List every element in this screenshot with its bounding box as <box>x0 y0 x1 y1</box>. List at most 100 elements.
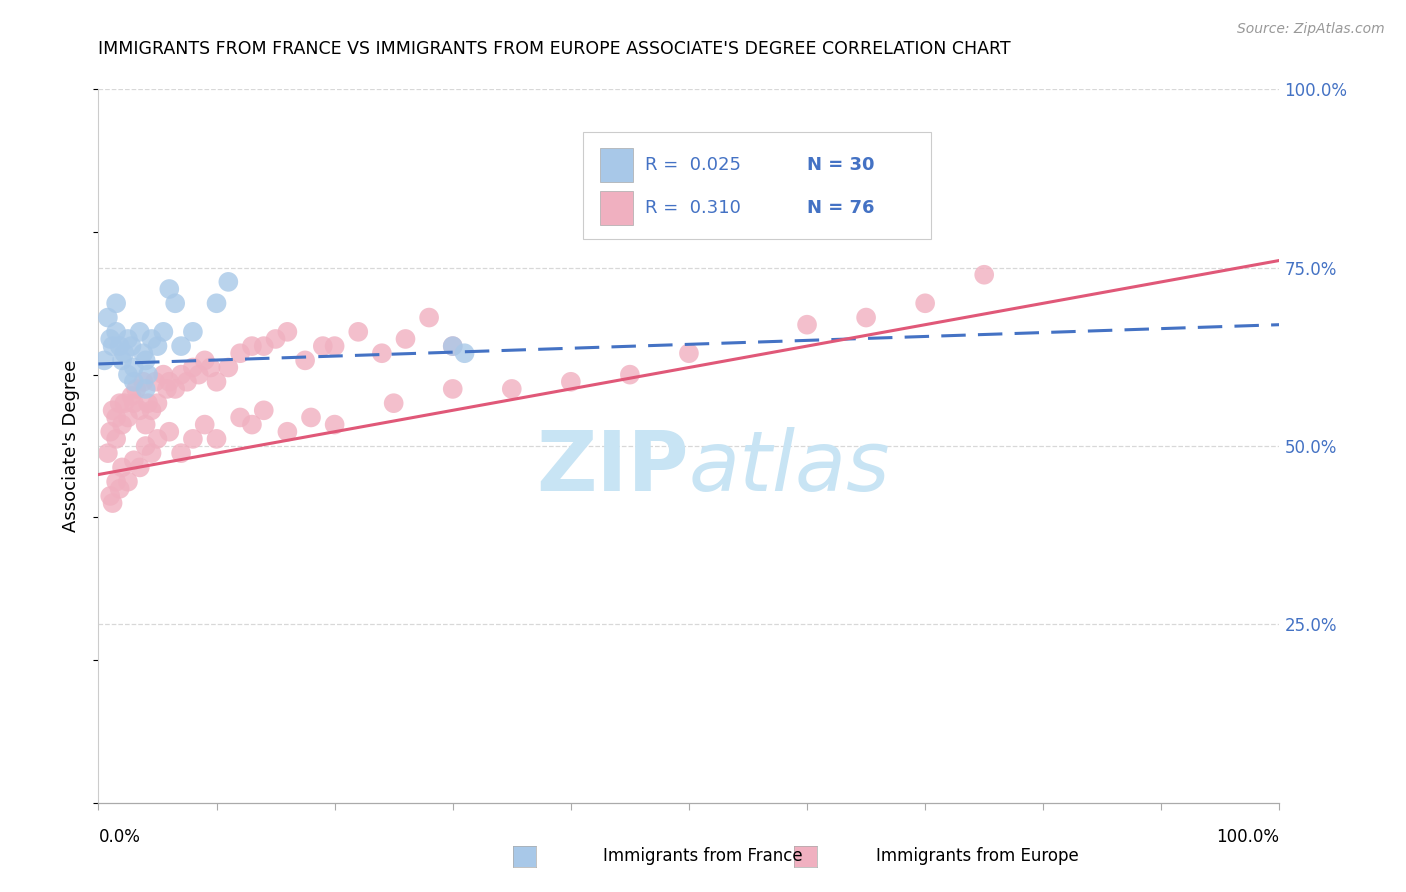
Point <box>146 339 169 353</box>
Point <box>141 446 163 460</box>
Point <box>146 432 169 446</box>
Point <box>117 475 139 489</box>
Point <box>205 296 228 310</box>
Point <box>229 346 252 360</box>
Point <box>128 403 150 417</box>
Point <box>441 339 464 353</box>
Point <box>136 368 159 382</box>
Point <box>240 339 263 353</box>
Point <box>105 475 128 489</box>
Point <box>122 360 145 375</box>
Point <box>560 375 582 389</box>
Point <box>347 325 370 339</box>
Point <box>97 446 120 460</box>
Point <box>128 460 150 475</box>
Point <box>141 403 163 417</box>
Point <box>128 325 150 339</box>
Point <box>97 310 120 325</box>
Point <box>152 325 174 339</box>
Point <box>156 382 179 396</box>
Point <box>112 396 135 410</box>
Bar <box>600 191 634 225</box>
Point <box>294 353 316 368</box>
Point <box>796 318 818 332</box>
Point <box>98 332 121 346</box>
Point <box>914 296 936 310</box>
Point <box>240 417 263 432</box>
Point <box>205 375 228 389</box>
Point <box>205 432 228 446</box>
Point <box>312 339 335 353</box>
Point <box>855 310 877 325</box>
Point <box>132 375 155 389</box>
Point <box>194 353 217 368</box>
Text: Immigrants from France: Immigrants from France <box>603 847 803 865</box>
Point <box>453 346 475 360</box>
Point <box>105 325 128 339</box>
Point <box>501 382 523 396</box>
Point <box>253 339 276 353</box>
Point <box>101 403 124 417</box>
Point <box>299 410 322 425</box>
Point <box>157 375 180 389</box>
Point <box>141 332 163 346</box>
Text: Source: ZipAtlas.com: Source: ZipAtlas.com <box>1237 22 1385 37</box>
Point <box>101 339 124 353</box>
Point <box>371 346 394 360</box>
Point <box>165 382 187 396</box>
Point <box>121 339 143 353</box>
Point <box>181 432 204 446</box>
Text: N = 76: N = 76 <box>807 199 875 217</box>
Point <box>98 489 121 503</box>
Point <box>135 439 157 453</box>
Point <box>122 453 145 467</box>
Point <box>105 410 128 425</box>
Point <box>117 410 139 425</box>
Point <box>170 446 193 460</box>
Point <box>181 360 204 375</box>
Point <box>108 396 131 410</box>
Text: Immigrants from Europe: Immigrants from Europe <box>876 847 1078 865</box>
Point <box>111 460 134 475</box>
Point <box>170 368 193 382</box>
Point <box>122 375 145 389</box>
Point <box>111 417 134 432</box>
Point <box>170 339 193 353</box>
FancyBboxPatch shape <box>582 132 931 239</box>
Point <box>229 410 252 425</box>
Y-axis label: Associate's Degree: Associate's Degree <box>62 359 80 533</box>
Point <box>135 417 157 432</box>
Text: R =  0.310: R = 0.310 <box>645 199 741 217</box>
Text: 100.0%: 100.0% <box>1216 828 1279 846</box>
Point <box>276 425 298 439</box>
Point <box>122 396 145 410</box>
Point <box>323 339 346 353</box>
Point <box>132 346 155 360</box>
Point <box>217 360 239 375</box>
Point <box>112 346 135 360</box>
Point <box>394 332 416 346</box>
Point <box>121 389 143 403</box>
Text: 0.0%: 0.0% <box>98 828 141 846</box>
Point <box>678 346 700 360</box>
Point <box>157 425 180 439</box>
Point <box>276 325 298 339</box>
Point <box>136 396 159 410</box>
Point <box>973 268 995 282</box>
Point <box>441 339 464 353</box>
Text: IMMIGRANTS FROM FRANCE VS IMMIGRANTS FROM EUROPE ASSOCIATE'S DEGREE CORRELATION : IMMIGRANTS FROM FRANCE VS IMMIGRANTS FRO… <box>98 40 1011 58</box>
Point <box>157 282 180 296</box>
Point <box>217 275 239 289</box>
Point <box>382 396 405 410</box>
Bar <box>600 148 634 182</box>
Point <box>108 482 131 496</box>
Point <box>152 368 174 382</box>
Point <box>187 368 209 382</box>
Point <box>135 382 157 396</box>
Point <box>111 353 134 368</box>
Point <box>176 375 198 389</box>
Point <box>619 368 641 382</box>
Point <box>146 396 169 410</box>
Point <box>253 403 276 417</box>
Point <box>264 332 287 346</box>
